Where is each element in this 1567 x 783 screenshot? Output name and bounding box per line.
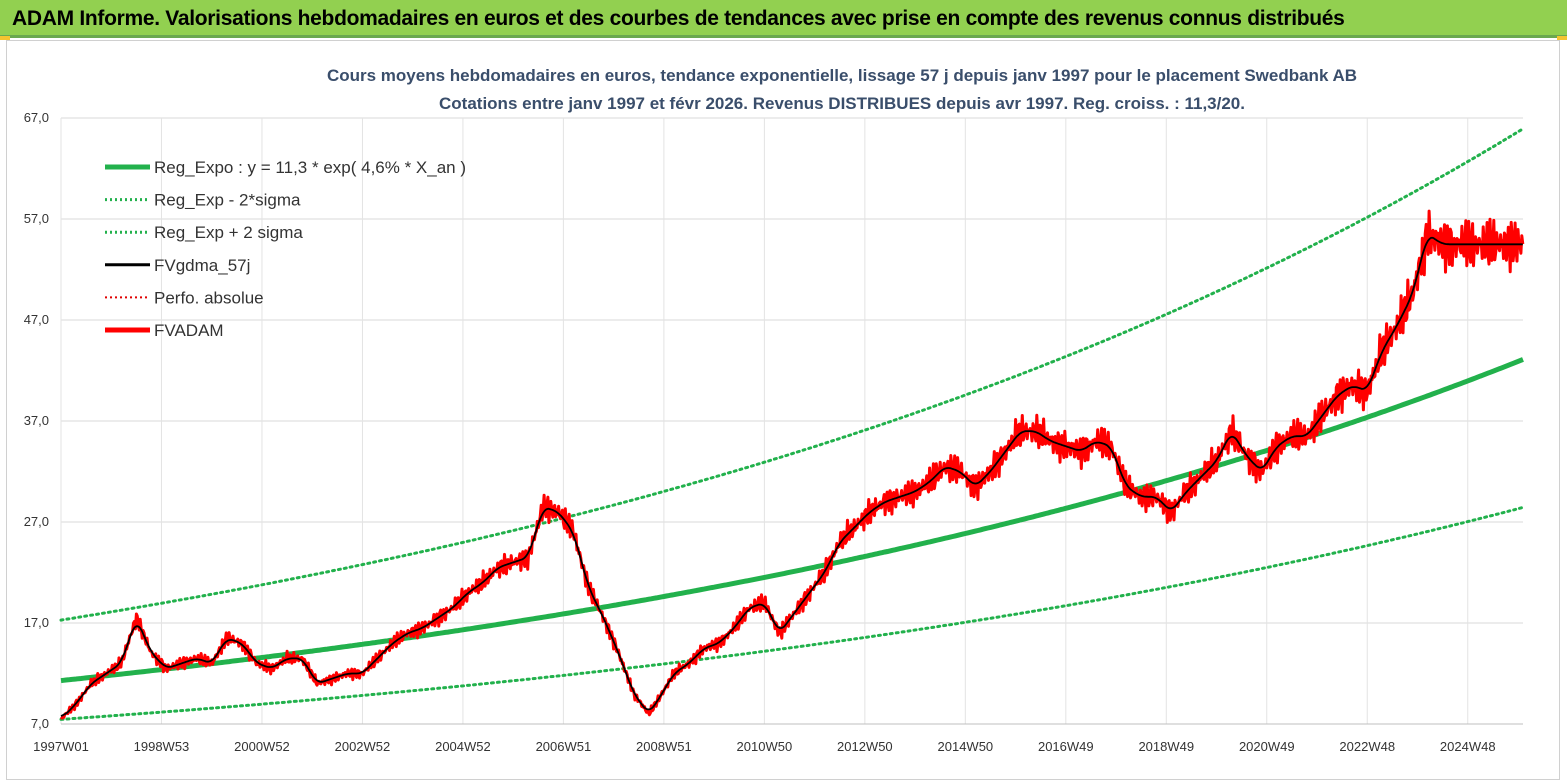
chart-title-line: Cotations entre janv 1997 et févr 2026. …: [439, 94, 1245, 113]
legend-label: FVADAM: [154, 321, 224, 340]
report-title: ADAM Informe. Valorisations hebdomadaire…: [12, 7, 1345, 30]
regression-line: [60, 357, 1524, 684]
chart-title: Cours moyens hebdomadaires en euros, ten…: [327, 66, 1357, 113]
chart-legend: Reg_Expo : y = 11,3 * exp( 4,6% * X_an )…: [105, 158, 466, 340]
y-tick-label: 17,0: [24, 615, 49, 630]
x-tick-label: 2012W50: [837, 739, 893, 754]
x-tick-label: 1998W53: [134, 739, 190, 754]
y-tick-label: 7,0: [31, 716, 49, 731]
legend-label: FVgdma_57j: [154, 256, 250, 275]
legend-label: Reg_Exp - 2*sigma: [154, 191, 301, 210]
legend-label: Perfo. absolue: [154, 288, 264, 307]
x-tick-label: 1997W01: [33, 739, 89, 754]
x-tick-label: 2018W49: [1138, 739, 1194, 754]
lower-band-line: [59, 505, 1525, 721]
x-tick-label: 2020W49: [1239, 739, 1295, 754]
x-tick-label: 2014W50: [938, 739, 994, 754]
chart-title-line: Cours moyens hebdomadaires en euros, ten…: [327, 66, 1357, 85]
y-axis: 7,0 17,0 27,0 37,0 47,0 57,0 67,0: [24, 110, 49, 731]
x-tick-label: 2008W51: [636, 739, 692, 754]
legend-label: Reg_Exp + 2 sigma: [154, 223, 303, 242]
y-tick-label: 27,0: [24, 514, 49, 529]
y-tick-label: 57,0: [24, 211, 49, 226]
x-tick-label: 2006W51: [536, 739, 592, 754]
x-tick-label: 2016W49: [1038, 739, 1094, 754]
upper-band-line: [59, 127, 1525, 622]
y-tick-label: 67,0: [24, 110, 49, 125]
report-banner: ADAM Informe. Valorisations hebdomadaire…: [0, 0, 1567, 38]
chart-grid: [60, 117, 1523, 725]
corner-mark-left: [0, 36, 10, 40]
fvgdma-line: [60, 236, 1523, 717]
x-tick-label: 2002W52: [335, 739, 391, 754]
fvadam-line: [59, 209, 1525, 720]
chart-series: [59, 127, 1525, 721]
chart-frame: 7,0 17,0 27,0 37,0 47,0 57,0 67,0 1997W01 1998W…: [6, 40, 1560, 780]
x-axis: 1997W01 1998W53 2000W52 2002W52 2004W52 2006W…: [33, 723, 1523, 754]
chart-svg: 7,0 17,0 27,0 37,0 47,0 57,0 67,0 1997W01 1998W…: [24, 66, 1525, 754]
x-tick-label: 2010W50: [737, 739, 793, 754]
x-tick-label: 2022W48: [1339, 739, 1395, 754]
corner-mark-right: [1557, 36, 1567, 40]
x-tick-label: 2000W52: [234, 739, 290, 754]
y-tick-label: 37,0: [24, 413, 49, 428]
x-tick-label: 2004W52: [435, 739, 491, 754]
y-tick-label: 47,0: [24, 312, 49, 327]
x-tick-label: 2024W48: [1440, 739, 1496, 754]
legend-label: Reg_Expo : y = 11,3 * exp( 4,6% * X_an ): [154, 158, 466, 177]
